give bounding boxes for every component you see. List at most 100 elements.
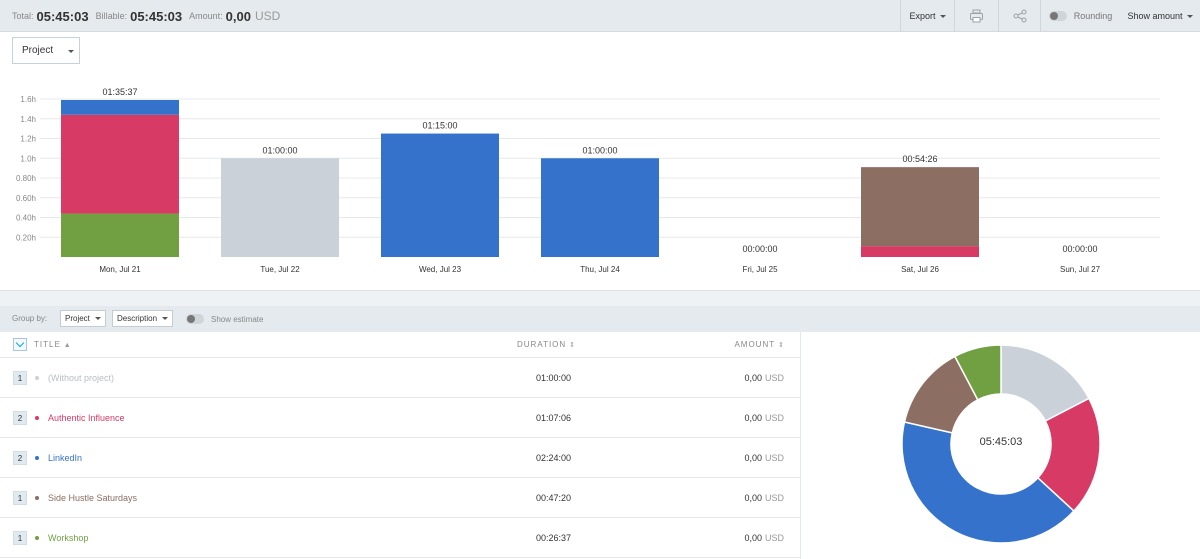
table-row[interactable]: 1 Workshop 00:26:37 0,00 USD [0,518,800,558]
sort-icon: ⇕ [569,342,576,349]
amount-currency: USD [254,9,281,23]
share-button[interactable] [998,0,1040,32]
bar-segment-authentic-influence[interactable] [861,246,979,257]
x-tick-label: Fri, Jul 25 [742,265,778,274]
total-value: 05:45:03 [36,8,89,24]
entry-count-badge[interactable]: 1 [13,371,27,385]
project-color-dot [35,496,39,500]
entry-count-badge[interactable]: 2 [13,411,27,425]
group-by-secondary-select[interactable]: Description [112,310,173,327]
bar-segment-workshop[interactable] [61,213,179,257]
bar-segment-without-project[interactable] [221,158,339,257]
bar-total-label: 01:15:00 [422,121,457,131]
amount-currency: USD [764,373,784,383]
amount-cell: 0,00 USD [744,478,784,518]
amount-value: 0,00 [744,493,762,503]
table-header: TITLE ▲ DURATION ⇕ AMOUNT ⇕ [0,332,800,358]
bar-segment-side-hustle[interactable] [861,167,979,247]
project-title[interactable]: Side Hustle Saturdays [48,493,138,503]
chart-group-value: Project [22,45,54,56]
entry-count-badge[interactable]: 2 [13,451,27,465]
project-color-dot [35,536,39,540]
chart-group-select[interactable]: Project [12,37,80,64]
toggle-switch-icon [1048,11,1067,21]
project-title[interactable]: (Without project) [48,373,115,383]
group-by-bar: Group by: Project Description Show estim… [0,306,1200,332]
bar-segment-linkedin[interactable] [541,158,659,257]
x-tick-label: Thu, Jul 24 [580,265,620,274]
group-by-primary-value: Project [65,314,90,323]
show-amount-dropdown[interactable]: Show amount [1120,0,1200,32]
table-row[interactable]: 2 Authentic Influence 01:07:06 0,00 USD [0,398,800,438]
rounding-label: Rounding [1073,11,1113,21]
chevron-down-icon [939,14,946,18]
y-tick-label: 1.0h [20,154,36,163]
title-column-header[interactable]: TITLE ▲ [34,332,71,359]
summary-totals: Total: 05:45:03 Billable: 05:45:03 Amoun… [12,0,280,32]
amount-cell: 0,00 USD [744,518,784,558]
billable-label: Billable: [95,11,128,21]
table-row[interactable]: 1 (Without project) 01:00:00 0,00 USD [0,358,800,398]
bar-total-label: 01:00:00 [262,145,297,155]
bar-total-label: 01:35:37 [102,87,137,97]
sort-icon: ⇕ [778,342,784,349]
table-row[interactable]: 2 LinkedIn 02:24:00 0,00 USD [0,438,800,478]
amount-value: 0,00 [744,413,762,423]
toolbar: Export Rounding Show amount [900,0,1200,32]
group-by-primary-select[interactable]: Project [60,310,106,327]
amount-cell: 0,00 USD [744,358,784,398]
bar-segment-linkedin[interactable] [61,99,179,115]
export-button[interactable]: Export [900,0,954,32]
print-button[interactable] [954,0,998,32]
duration-cell: 02:24:00 [536,453,572,463]
bar-total-label: 01:00:00 [582,145,617,155]
summary-bar: Total: 05:45:03 Billable: 05:45:03 Amoun… [0,0,1200,32]
y-tick-label: 0.40h [16,214,36,223]
sort-asc-icon: ▲ [63,342,71,349]
y-tick-label: 1.2h [20,135,36,144]
project-table: TITLE ▲ DURATION ⇕ AMOUNT ⇕ 1 (Without proje… [0,332,800,559]
project-title[interactable]: Authentic Influence [48,413,125,423]
table-row[interactable]: 1 Side Hustle Saturdays 00:47:20 0,00 USD [0,478,800,518]
donut-slice-workshop[interactable] [953,344,1002,401]
amount-value: 0,00 [744,453,762,463]
chevron-down-icon [68,50,74,53]
amount-cell: 0,00 USD [744,398,784,438]
x-tick-label: Sat, Jul 26 [901,265,939,274]
bar-chart: 0.20h 0.40h 0.60h 0.80h 1.0h 1.2h 1.4h 1.6h 01:3… [16,87,1160,274]
project-title[interactable]: LinkedIn [48,453,83,463]
duration-column-header[interactable]: DURATION ⇕ [517,332,575,359]
entry-count-badge[interactable]: 1 [13,491,27,505]
amount-currency: USD [764,453,784,463]
entry-count-badge[interactable]: 1 [13,531,27,545]
section-divider [0,290,1200,306]
x-tick-label: Tue, Jul 22 [260,265,300,274]
bar-segment-authentic-influence[interactable] [61,114,179,214]
duration-cell: 01:00:00 [536,373,572,383]
printer-icon [970,9,983,23]
show-estimate-label: Show estimate [211,314,264,324]
amount-header-label: AMOUNT [734,340,776,349]
donut-slice-linkedin[interactable] [901,421,1075,544]
show-estimate-toggle[interactable]: Show estimate [186,306,263,332]
total-label: Total: [12,11,34,21]
donut-chart [901,344,1101,544]
share-icon [1013,9,1026,23]
bar-total-label: 00:54:26 [902,154,937,164]
project-color-dot [35,376,39,380]
title-header-label: TITLE [34,340,61,349]
y-tick-label: 0.60h [16,194,36,203]
amount-column-header[interactable]: AMOUNT ⇕ [734,332,784,359]
project-title[interactable]: Workshop [48,533,89,543]
x-tick-label: Sun, Jul 27 [1060,265,1101,274]
chevron-down-icon [162,317,168,320]
duration-cell: 01:07:06 [536,413,572,423]
bar-segment-linkedin[interactable] [381,133,499,257]
amount-currency: USD [764,533,784,543]
duration-cell: 00:47:20 [536,493,572,503]
x-tick-label: Mon, Jul 21 [99,265,141,274]
rounding-toggle[interactable]: Rounding [1040,0,1120,32]
amount-value: 0,00 [744,533,762,543]
y-tick-label: 0.80h [16,174,36,183]
expand-all-checkbox[interactable] [13,338,27,351]
